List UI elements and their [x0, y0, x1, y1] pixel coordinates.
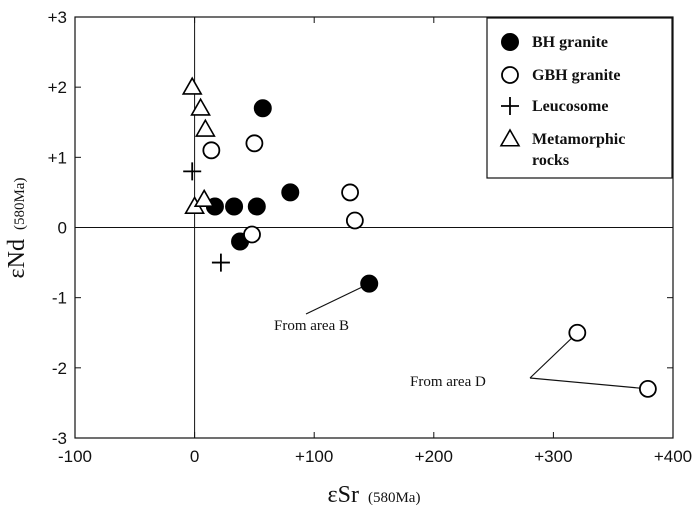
x-axis-title-sub: (580Ma): [368, 490, 421, 506]
data-point-filled-circle: [247, 197, 266, 216]
y-tick-label: +3: [48, 8, 67, 27]
data-point-open-circle: [202, 141, 221, 160]
data-point-open-triangle: [190, 97, 211, 116]
annotation-leader-line: [529, 377, 648, 390]
y-axis-ticks: -3 -2 -1 0 +1 +2 +3: [48, 8, 673, 448]
data-point-open-triangle: [193, 188, 215, 207]
x-tick-label: +300: [534, 447, 572, 466]
y-tick-label: -1: [52, 289, 67, 308]
y-axis-title-main: εNd: [4, 239, 30, 278]
legend-marker-open-triangle: [499, 128, 521, 147]
y-tick-label: +2: [48, 78, 67, 97]
legend-label: BH granite: [532, 34, 608, 51]
y-axis-title: εNd (580Ma): [4, 178, 30, 279]
legend-marker-plus: [501, 97, 519, 115]
data-point-filled-circle: [225, 197, 244, 216]
annotation-leader-line: [305, 283, 370, 315]
annotation-layer: From area B From area D: [274, 283, 648, 390]
data-point-open-triangle: [181, 76, 203, 95]
x-axis-title: εSr (580Ma): [328, 482, 421, 508]
x-tick-label: -100: [58, 447, 92, 466]
data-point-open-circle: [341, 183, 359, 202]
data-point-open-circle: [245, 134, 264, 153]
legend-label: rocks: [532, 152, 569, 169]
y-tick-label: +1: [48, 148, 67, 167]
data-point-open-triangle: [194, 118, 216, 137]
data-point-open-circle: [638, 379, 657, 398]
data-point-filled-circle: [281, 183, 300, 202]
data-point-open-circle: [568, 323, 587, 342]
legend-label: Leucosome: [532, 98, 608, 115]
x-axis-ticks: -100 0 +100 +200 +300 +400: [58, 17, 692, 466]
annotation-leader-line: [529, 332, 578, 379]
legend: BH granite GBH granite Leucosome Metamorphi…: [486, 17, 673, 179]
annotation-label: From area B: [274, 318, 349, 334]
legend-marker-open-circle: [501, 66, 519, 84]
legend-marker-filled-circle: [501, 33, 519, 51]
data-point-open-circle: [345, 211, 364, 230]
data-point-open-circle: [243, 225, 261, 244]
data-point-filled-circle: [360, 274, 379, 293]
annotation-label: From area D: [410, 374, 486, 390]
data-point-plus: [211, 253, 230, 272]
legend-label: GBH granite: [532, 67, 620, 84]
y-tick-label: 0: [58, 219, 67, 238]
x-tick-label: +100: [295, 447, 333, 466]
legend-label: Metamorphic: [532, 131, 625, 148]
plot-area: -100 0 +100 +200 +300 +400 -3 -2 -1 0 +1 +2 +3 From…: [48, 8, 693, 466]
y-axis-title-sub: (580Ma): [12, 178, 28, 231]
y-tick-label: -2: [52, 359, 67, 378]
x-tick-label: +400: [654, 447, 692, 466]
data-point-plus: [183, 162, 202, 181]
x-axis-title-main: εSr: [328, 482, 359, 508]
data-points: [181, 76, 657, 398]
data-point-filled-circle: [253, 99, 272, 118]
x-tick-label: +200: [415, 447, 453, 466]
y-tick-label: -3: [52, 429, 67, 448]
x-tick-label: 0: [190, 447, 199, 466]
